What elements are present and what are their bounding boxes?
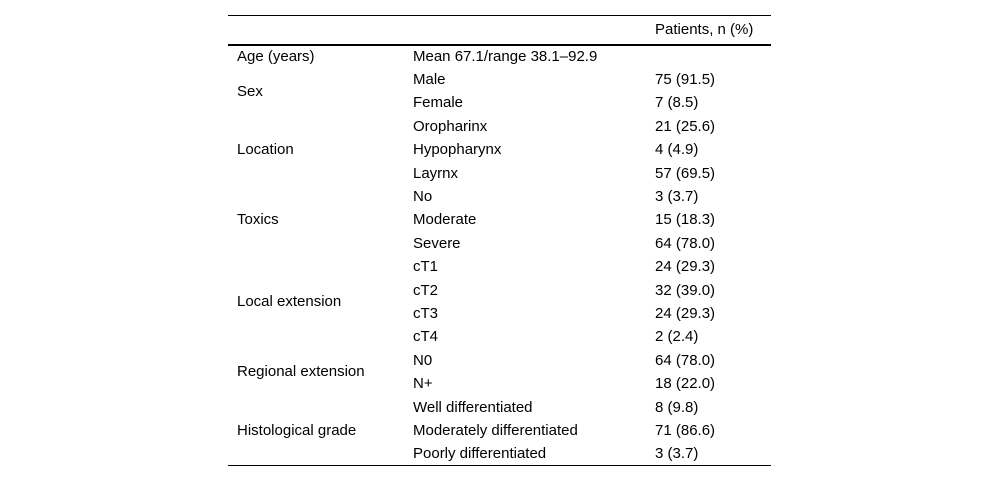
table-row: Hypopharynx 4 (4.9) bbox=[228, 138, 771, 161]
value-cell: 24 (29.3) bbox=[655, 304, 716, 322]
subcategory-label: Oropharinx bbox=[413, 117, 488, 135]
table-row: Age (years) Mean 67.1/range 38.1–92.9 bbox=[228, 45, 771, 68]
subcategory-label: Female bbox=[413, 94, 464, 112]
value-cell: 3 (3.7) bbox=[655, 445, 699, 463]
value-cell: 71 (86.6) bbox=[655, 421, 716, 439]
subcategory-label: Well differentiated bbox=[413, 398, 533, 416]
table-row: Layrnx 57 (69.5) bbox=[228, 161, 771, 184]
subcategory-label: N+ bbox=[413, 375, 433, 393]
table-row: cT2 32 (39.0) bbox=[228, 278, 771, 301]
subcategory-label: Hypopharynx bbox=[413, 141, 502, 159]
subcategory-label: Moderate bbox=[413, 211, 477, 229]
table-header: Patients, n (%) bbox=[228, 15, 771, 45]
value-cell: 64 (78.0) bbox=[655, 351, 716, 369]
category-label: Histological grade bbox=[237, 421, 357, 439]
patients-characteristics-table: Patients, n (%) Age (years) Mean 67.1/ran… bbox=[228, 15, 771, 466]
table-row: Location Oropharinx 21 (25.6) bbox=[228, 115, 771, 158]
category-label: Age (years) bbox=[237, 48, 315, 66]
table-row: cT4 2 (2.4) bbox=[228, 325, 771, 348]
table-row: Sex Male 75 (91.5) bbox=[228, 68, 771, 100]
value-cell: 3 (3.7) bbox=[655, 188, 699, 206]
table-row: Local extension cT1 24 (29.3) bbox=[228, 255, 771, 310]
subcategory-label: Severe bbox=[413, 234, 461, 252]
subcategory-label: Layrnx bbox=[413, 164, 459, 182]
value-cell: 4 (4.9) bbox=[655, 141, 699, 159]
table-row: Severe 64 (78.0) bbox=[228, 232, 771, 255]
value-cell: 75 (91.5) bbox=[655, 71, 716, 89]
table-row: Histological grade Well differentiated 8 (… bbox=[228, 395, 771, 439]
table-body: Age (years) Mean 67.1/range 38.1–92.9 Sex M… bbox=[228, 45, 771, 466]
table-row: cT3 24 (29.3) bbox=[228, 302, 771, 325]
value-cell: 15 (18.3) bbox=[655, 211, 716, 229]
table-header-row: Patients, n (%) bbox=[228, 16, 771, 45]
category-label: Toxics bbox=[237, 211, 279, 229]
category-label: Local extension bbox=[237, 293, 342, 311]
value-cell: 18 (22.0) bbox=[655, 375, 716, 393]
table-row: Moderately differentiated 71 (86.6) bbox=[228, 419, 771, 442]
patients-table: Patients, n (%) Age (years) Mean 67.1/ran… bbox=[228, 15, 771, 466]
subcategory-label: N0 bbox=[413, 351, 433, 369]
category-label: Regional extension bbox=[237, 363, 365, 381]
table-row: N+ 18 (22.0) bbox=[228, 372, 771, 395]
subcategory-label: Mean 67.1/range 38.1–92.9 bbox=[413, 48, 598, 66]
table-row: Regional extension N0 64 (78.0) bbox=[228, 349, 771, 381]
table-row: Toxics No 3 (3.7) bbox=[228, 185, 771, 228]
category-label: Sex bbox=[237, 82, 263, 100]
header-col-category bbox=[228, 16, 413, 45]
value-cell: 57 (69.5) bbox=[655, 164, 716, 182]
subcategory-label: cT1 bbox=[413, 258, 439, 276]
subcategory-label: cT2 bbox=[413, 281, 439, 299]
value-cell bbox=[655, 45, 771, 68]
value-cell: 21 (25.6) bbox=[655, 117, 716, 135]
table-row: Female 7 (8.5) bbox=[228, 91, 771, 114]
value-cell: 64 (78.0) bbox=[655, 234, 716, 252]
subcategory-label: Poorly differentiated bbox=[413, 445, 547, 463]
subcategory-label: Moderately differentiated bbox=[413, 421, 578, 439]
header-col-subcategory bbox=[413, 16, 655, 45]
value-cell: 2 (2.4) bbox=[655, 328, 699, 346]
subcategory-label: cT3 bbox=[413, 304, 439, 322]
subcategory-label: Male bbox=[413, 71, 446, 89]
category-label: Location bbox=[237, 141, 294, 159]
value-cell: 24 (29.3) bbox=[655, 258, 716, 276]
value-cell: 8 (9.8) bbox=[655, 398, 699, 416]
value-cell: 32 (39.0) bbox=[655, 281, 716, 299]
header-col-patients: Patients, n (%) bbox=[655, 21, 754, 39]
value-cell: 7 (8.5) bbox=[655, 94, 699, 112]
table-row: Moderate 15 (18.3) bbox=[228, 208, 771, 231]
subcategory-label: No bbox=[413, 188, 433, 206]
table-row: Poorly differentiated 3 (3.7) bbox=[228, 442, 771, 465]
subcategory-label: cT4 bbox=[413, 328, 439, 346]
